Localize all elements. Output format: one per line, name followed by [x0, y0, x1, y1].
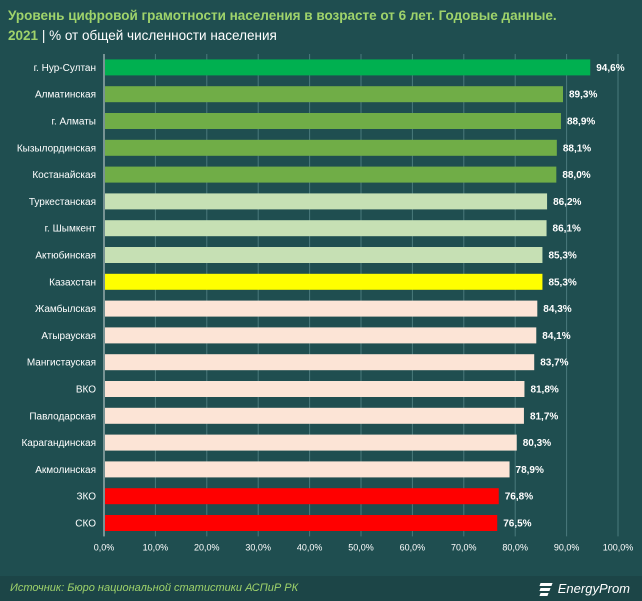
category-label: Казахстан: [49, 277, 96, 288]
category-label: Жамбылская: [35, 303, 96, 315]
category-label: ЗКО: [76, 492, 96, 503]
data-label: 88,1%: [563, 143, 591, 154]
data-label: 86,1%: [553, 224, 581, 235]
category-label: Туркестанская: [29, 197, 96, 208]
bar: [105, 166, 557, 183]
x-tick-label: 100,0%: [603, 542, 634, 552]
data-label: 86,2%: [553, 197, 581, 208]
bar: [105, 407, 524, 424]
data-label: 78,9%: [516, 465, 544, 476]
footer: Источник: Бюро национальной статистики А…: [0, 576, 642, 601]
category-label: СКО: [75, 519, 96, 530]
title-text: Уровень цифровой грамотности населения в…: [8, 8, 557, 23]
x-tick-label: 0,0%: [94, 542, 115, 552]
chart-title: Уровень цифровой грамотности населения в…: [8, 6, 634, 46]
data-label: 88,9%: [567, 117, 595, 128]
data-label: 83,7%: [540, 358, 568, 369]
x-tick-label: 30,0%: [245, 542, 271, 552]
x-tick-label: 80,0%: [502, 542, 528, 552]
bar: [105, 86, 564, 103]
title-unit: % от общей численности населения: [49, 28, 277, 43]
bar: [105, 139, 557, 156]
x-tick-label: 40,0%: [297, 542, 323, 552]
data-label: 85,3%: [548, 277, 576, 288]
data-label: 81,8%: [530, 385, 558, 396]
bar: [105, 434, 517, 451]
bar: [105, 354, 535, 371]
category-label: Алматинская: [35, 90, 96, 101]
data-label: 80,3%: [523, 438, 551, 449]
bar: [105, 193, 548, 210]
data-label: 81,7%: [530, 411, 558, 422]
data-label: 94,6%: [596, 63, 624, 74]
category-label: Кызылординская: [17, 143, 96, 154]
bar: [105, 113, 561, 129]
bar: [105, 381, 525, 397]
bar: [105, 59, 591, 76]
bar: [105, 515, 498, 531]
bar: [105, 327, 537, 344]
data-label: 84,3%: [543, 304, 571, 315]
category-label: ВКО: [76, 385, 96, 396]
category-label: Атырауская: [41, 331, 96, 342]
logo-text: EnergyProm: [557, 581, 630, 596]
data-label: 76,8%: [505, 492, 533, 503]
x-tick-label: 50,0%: [348, 542, 374, 552]
x-tick-label: 90,0%: [554, 542, 580, 552]
bar: [105, 300, 538, 317]
bar: [105, 488, 499, 505]
data-label: 89,3%: [569, 90, 597, 101]
data-label: 84,1%: [542, 331, 570, 342]
category-label: Костанайская: [32, 170, 96, 181]
category-label: г. Шымкент: [45, 224, 97, 235]
bar: [105, 461, 510, 478]
x-tick-label: 10,0%: [143, 542, 169, 552]
category-label: Мангистауская: [27, 358, 96, 369]
data-label: 85,3%: [548, 251, 576, 262]
category-label: г. Нур-Султан: [34, 63, 96, 74]
title-separator: |: [41, 28, 46, 43]
bar: [105, 220, 547, 237]
title-year: 2021: [8, 28, 39, 43]
x-tick-label: 20,0%: [194, 542, 220, 552]
x-tick-label: 60,0%: [400, 542, 426, 552]
bar: [105, 273, 543, 290]
data-label: 76,5%: [503, 519, 531, 530]
category-label: Актюбинская: [35, 250, 96, 262]
x-tick-label: 70,0%: [451, 542, 477, 552]
energyprom-logo: EnergyProm: [539, 579, 630, 598]
category-label: г. Алматы: [52, 117, 96, 128]
source-note: Источник: Бюро национальной статистики А…: [10, 582, 299, 594]
category-label: Карагандинская: [21, 438, 96, 449]
category-label: Акмолинская: [35, 465, 96, 476]
data-label: 88,0%: [562, 170, 590, 181]
bar: [105, 247, 543, 263]
bar-chart: 0,0% 10,0% 20,0% 30,0% 40,0% 50,0% 60,0% 70,0% 8…: [17, 54, 634, 552]
category-label: Павлодарская: [29, 411, 96, 422]
logo-mark-icon: [539, 582, 554, 596]
